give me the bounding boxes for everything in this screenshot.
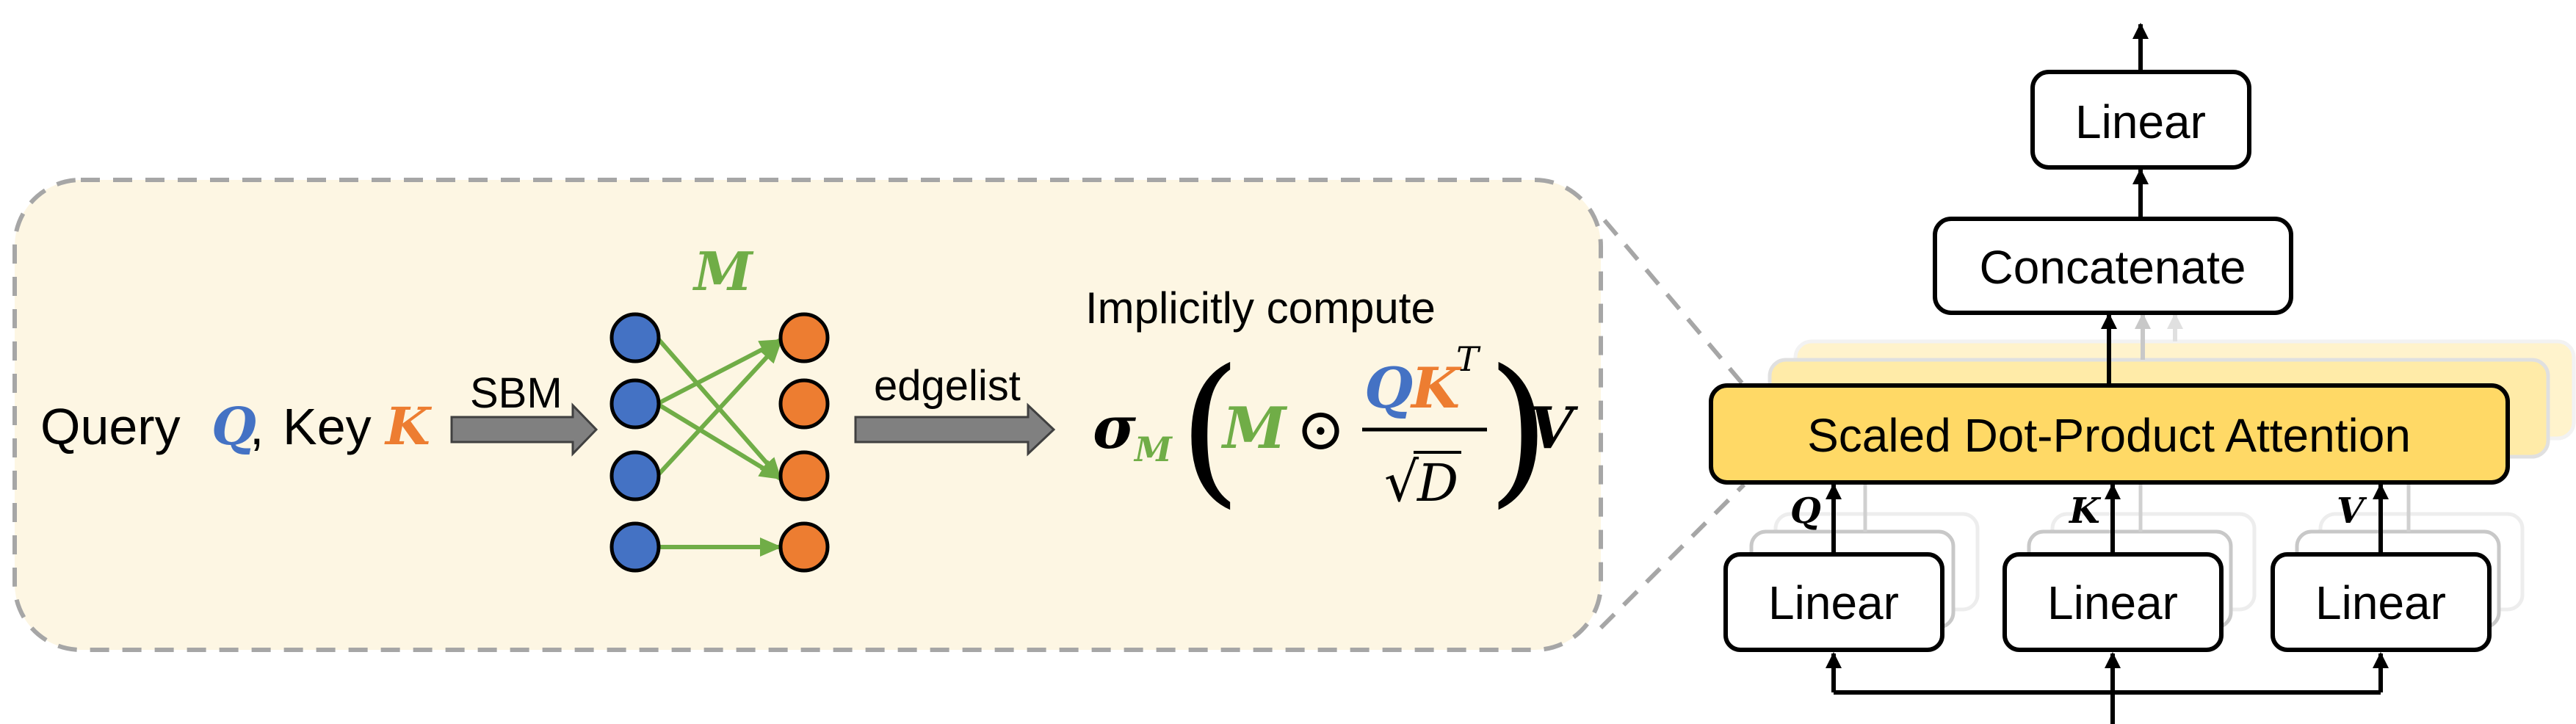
input-distribution [1826, 652, 2389, 724]
num-q: Q [1364, 355, 1413, 421]
open-paren: ( [1179, 335, 1242, 523]
key-node [778, 312, 830, 363]
attention-formula: σ M ( M ⊙ Q K T √ D ) V [1093, 335, 1579, 523]
concatenate-label: Concatenate [1980, 241, 2246, 294]
query-node [609, 312, 661, 363]
k-input-label: K [2068, 490, 2102, 532]
edge [655, 340, 783, 478]
hadamard-symbol: ⊙ [1296, 395, 1345, 463]
sbm-label: SBM [470, 369, 562, 417]
left-panel: Query Q , Key K SBM M edgeli [12, 178, 1603, 652]
concatenate-box [1933, 217, 2293, 315]
qkv-arrows [1826, 483, 2389, 554]
v-symbol: V [1529, 395, 1579, 462]
matrix-m-symbol: M [692, 240, 754, 303]
sigma-subscript: M [1133, 430, 1173, 469]
key-text: Key [283, 398, 372, 455]
sqrt-symbol: √ [1384, 451, 1419, 514]
den-d: D [1416, 453, 1458, 513]
m-symbol: M [1220, 395, 1288, 462]
top-linear-label: Linear [2075, 95, 2206, 148]
num-k: K [1410, 355, 1462, 421]
query-text: Query [40, 398, 181, 455]
q-symbol: Q [211, 396, 256, 457]
v-input-label: V [2337, 490, 2367, 532]
linear-q-label: Linear [1768, 576, 1899, 629]
num-t: T [1456, 339, 1481, 379]
comma: , [250, 398, 264, 455]
connector-line-top [1602, 219, 1746, 387]
sigma-symbol: σ [1093, 393, 1136, 462]
key-node [778, 378, 830, 430]
right-panel: Scaled Dot-Product Attention Linear Line… [1709, 23, 2576, 724]
connector-line-bottom [1599, 482, 1746, 630]
q-input-label: Q [1790, 490, 1821, 532]
edgelist-label: edgelist [874, 362, 1021, 410]
sbm-arrow [450, 402, 598, 457]
edgelist-arrow [854, 402, 1056, 457]
linear-v-label: Linear [2315, 576, 2446, 629]
query-node [609, 378, 661, 430]
attention-label: Scaled Dot-Product Attention [1807, 409, 2411, 462]
key-node [778, 450, 830, 502]
query-nodes [609, 312, 661, 573]
bipartite-edges [655, 336, 783, 557]
zoom-connector [1599, 219, 1746, 630]
key-node [778, 521, 830, 573]
linear-k-label: Linear [2047, 576, 2178, 629]
shadow-links [1863, 483, 2411, 532]
implicit-label: Implicitly compute [1085, 283, 1436, 333]
query-node [609, 450, 661, 502]
k-symbol: K [384, 396, 433, 457]
query-node [609, 521, 661, 573]
close-paren: ) [1487, 335, 1550, 523]
key-nodes [778, 312, 830, 573]
edge [656, 402, 782, 481]
